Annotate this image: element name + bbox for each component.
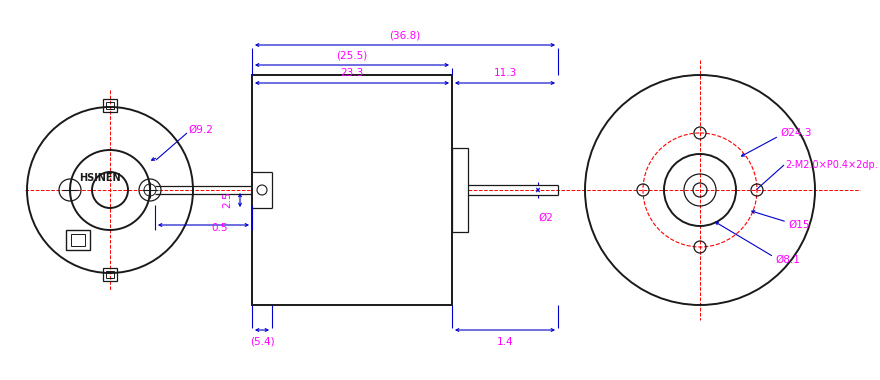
- Text: Ø8.1: Ø8.1: [775, 255, 800, 265]
- Text: HSINEN: HSINEN: [79, 173, 121, 183]
- Bar: [106, 102, 114, 109]
- Text: 11.3: 11.3: [494, 68, 517, 78]
- Text: 23.3: 23.3: [341, 68, 363, 78]
- Text: (25.5): (25.5): [336, 50, 368, 60]
- Text: Ø15: Ø15: [788, 220, 810, 230]
- Text: (5.4): (5.4): [250, 337, 275, 347]
- Text: (36.8): (36.8): [389, 30, 421, 40]
- Text: Ø2: Ø2: [539, 213, 554, 223]
- Text: 2-M2.0×P0.4×2dp.: 2-M2.0×P0.4×2dp.: [785, 160, 877, 170]
- Text: Ø24.3: Ø24.3: [780, 128, 811, 138]
- Text: 2.5: 2.5: [222, 192, 232, 208]
- Bar: [103, 99, 117, 112]
- Text: Ø9.2: Ø9.2: [188, 125, 213, 135]
- Bar: [71, 234, 85, 246]
- Bar: [452, 148, 468, 232]
- Text: 1.4: 1.4: [496, 337, 513, 347]
- Bar: [103, 268, 117, 281]
- Text: 0.5: 0.5: [211, 223, 228, 233]
- Bar: [252, 75, 452, 305]
- Bar: [66, 230, 90, 250]
- Bar: [106, 271, 114, 278]
